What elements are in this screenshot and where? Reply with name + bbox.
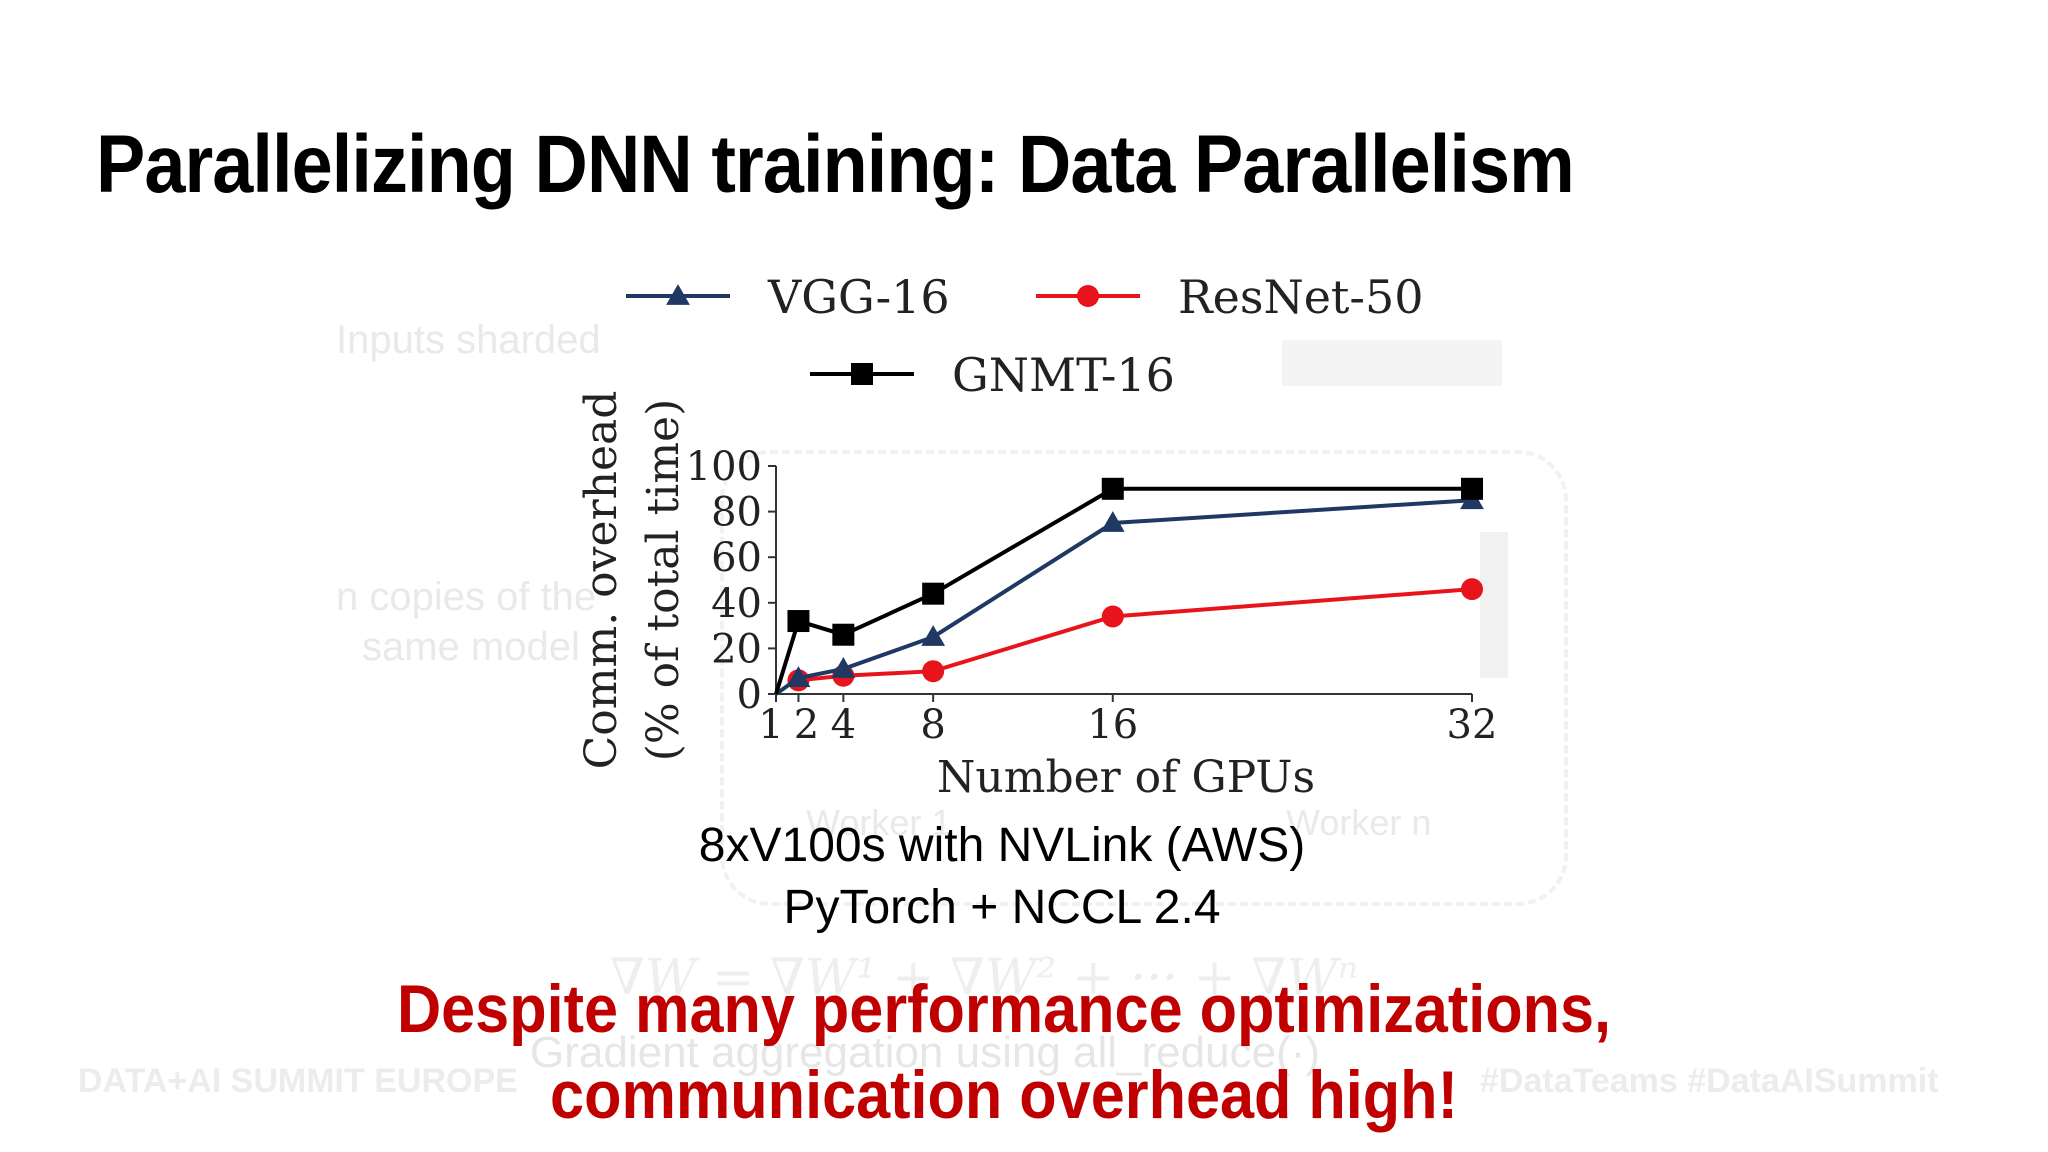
x-tick-label: 16 [1087, 702, 1138, 748]
x-tick-label: 2 [794, 702, 819, 748]
data-point-triangle [921, 625, 946, 646]
y-tick-label: 40 [711, 581, 762, 627]
data-point-circle [1101, 605, 1124, 628]
legend-label: VGG-16 [767, 270, 950, 324]
data-point-triangle [831, 657, 856, 678]
data-point-square [1461, 477, 1483, 500]
ghost-copies-line2: same model [362, 625, 580, 669]
chart-series [774, 477, 1484, 696]
footer-event-name: DATA+AI SUMMIT EUROPE [78, 1062, 518, 1100]
legend-entry-resnet-50: ResNet-50 [1036, 270, 1424, 324]
y-axis-label-line: (% of total time) [638, 399, 689, 762]
y-tick-label: 60 [711, 535, 762, 581]
callout-line-2: communication overhead high! [550, 1057, 1458, 1133]
series-gnmt-16 [774, 477, 1483, 695]
y-tick-label: 100 [686, 444, 762, 490]
hardware-caption: 8xV100s with NVLink (AWS) [698, 819, 1306, 872]
data-point-circle [922, 660, 945, 683]
chart-axes [775, 466, 1472, 695]
legend-entry-gnmt-16: GNMT-16 [810, 348, 1175, 402]
legend-label: GNMT-16 [952, 348, 1175, 402]
legend-label: ResNet-50 [1178, 270, 1424, 324]
legend-entry-vgg-16: VGG-16 [626, 270, 950, 324]
data-point-square [832, 623, 855, 646]
ghost-model-bar [1480, 532, 1508, 678]
ghost-formula: ∇W = ∇W¹ + ∇W² + ··· + ∇Wⁿ [610, 948, 1358, 1006]
ghost-worker-1: Worker 1 [806, 802, 952, 843]
series-vgg-16 [774, 488, 1484, 696]
ghost-workers-frame [720, 450, 1568, 906]
data-point-square [851, 363, 873, 385]
data-point-triangle [786, 666, 811, 687]
x-axis-label: Number of GPUs [937, 752, 1315, 803]
footer-hashtags: #DataTeams #DataAISummit [1480, 1062, 1939, 1100]
y-tick-label: 20 [711, 626, 762, 672]
slide-title: Parallelizing DNN training: Data Paralle… [96, 119, 1575, 210]
ghost-inputs-label: Inputs sharded [336, 318, 601, 362]
x-tick-label: 8 [920, 702, 945, 748]
data-point-circle [1077, 285, 1099, 307]
series-line [798, 587, 1473, 683]
callout-line-1: Despite many performance optimizations, [396, 971, 1612, 1047]
chart-axis-labels: Number of GPUs Comm. overhead (% of total … [576, 391, 1315, 803]
x-tick-label: 4 [831, 702, 856, 748]
ghost-gradient-note: Gradient aggregation using all_reduce(·) [530, 1028, 1321, 1077]
ghost-worker-n: Worker n [1286, 802, 1432, 843]
y-tick-label: 0 [737, 672, 762, 718]
series-line [774, 486, 1472, 695]
ghost-copies-line1: n copies of the [336, 575, 597, 619]
ghost-model-image [1282, 340, 1502, 386]
data-point-square [922, 582, 945, 605]
y-tick-label: 80 [711, 490, 762, 536]
data-point-square [787, 610, 810, 633]
data-point-circle [1461, 578, 1483, 601]
software-caption: PyTorch + NCCL 2.4 [783, 881, 1221, 934]
series-resnet-50 [787, 578, 1483, 692]
x-tick-label: 1 [758, 702, 783, 748]
data-point-triangle [1100, 511, 1125, 532]
x-tick-label: 32 [1447, 702, 1498, 748]
data-point-square [1101, 477, 1124, 500]
ghost-copies-label: n copies of the same model [336, 572, 596, 672]
y-axis-label-line: Comm. overhead [576, 391, 627, 770]
data-point-triangle [666, 284, 690, 305]
